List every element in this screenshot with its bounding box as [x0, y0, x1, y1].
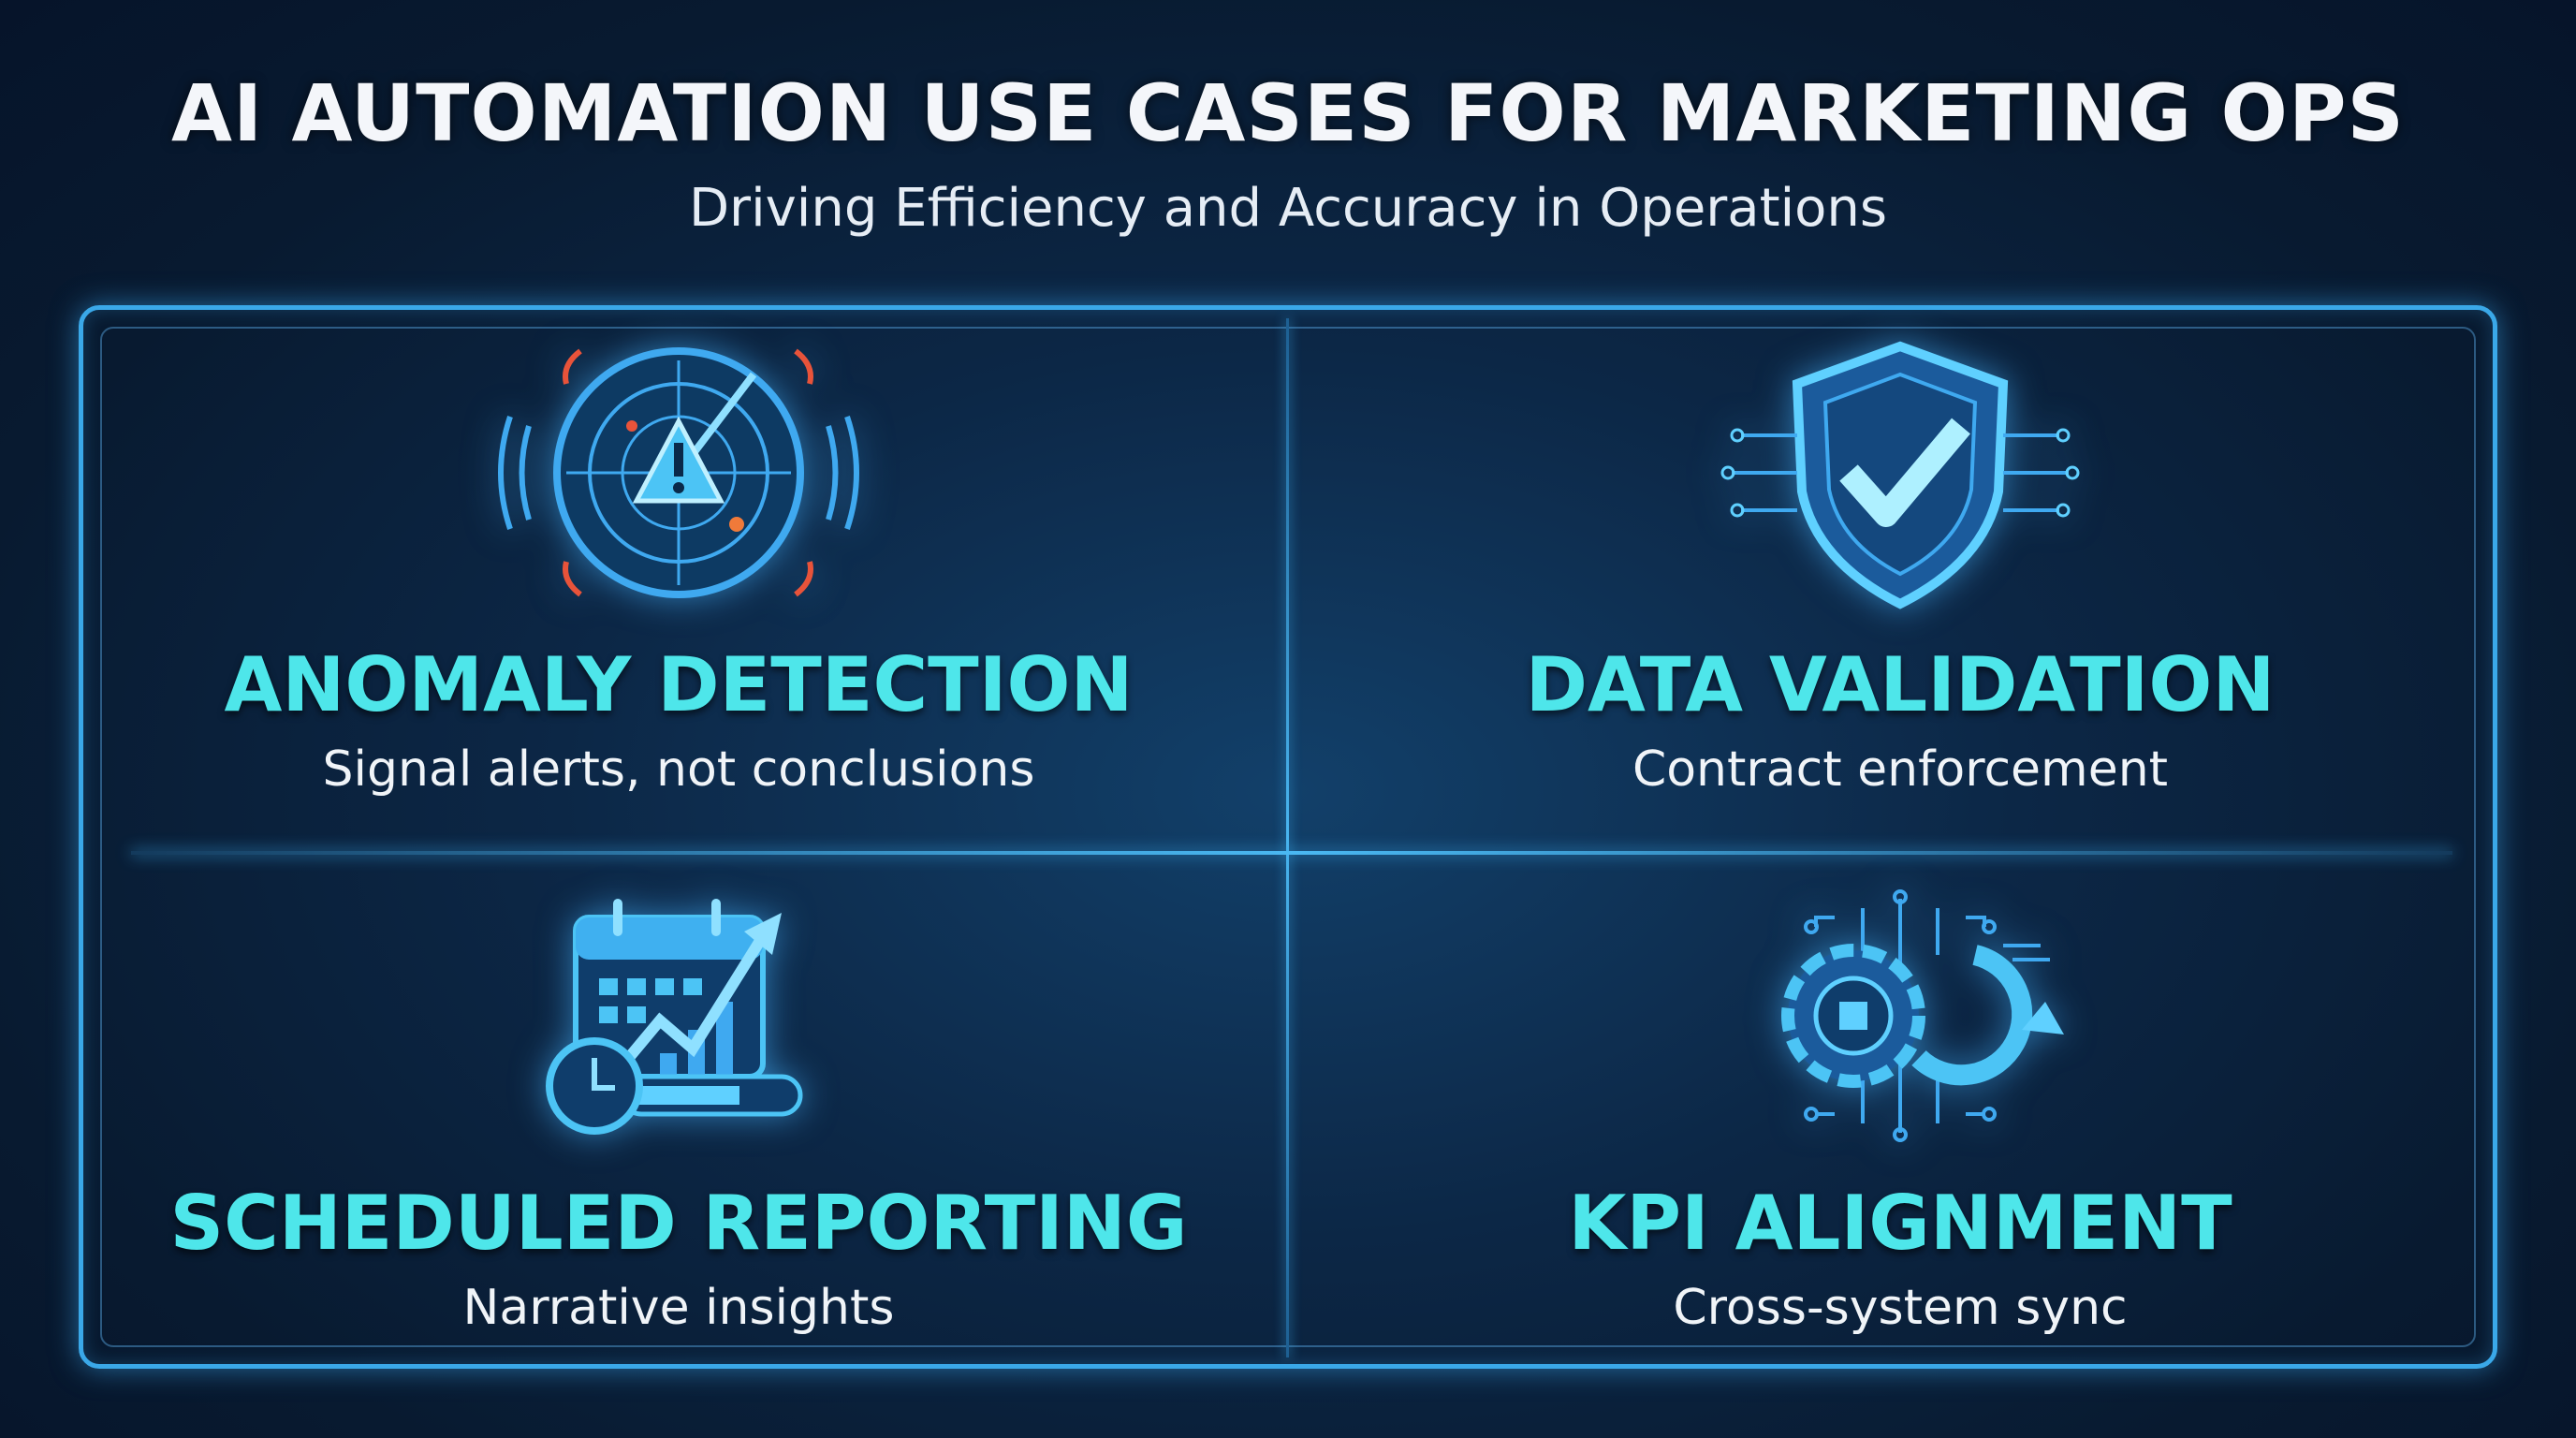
- use-case-title: KPI ALIGNMENT: [1568, 1180, 2232, 1267]
- use-case-subtitle: Cross-system sync: [1673, 1280, 2128, 1336]
- page-title: AI AUTOMATION USE CASES FOR MARKETING OP…: [170, 67, 2406, 159]
- use-case-data-validation: DATA VALIDATION Contract enforcement: [1301, 332, 2499, 798]
- use-case-anomaly-detection: ANOMALY DETECTION Signal alerts, not con…: [80, 332, 1278, 798]
- calendar-chart-icon: [546, 899, 803, 1135]
- use-case-title: DATA VALIDATION: [1525, 641, 2276, 728]
- vertical-divider: [1286, 318, 1289, 1357]
- shield-check-icon: [1720, 341, 2080, 609]
- use-case-title: ANOMALY DETECTION: [224, 641, 1134, 728]
- use-case-subtitle: Signal alerts, not conclusions: [322, 741, 1035, 798]
- use-case-subtitle: Contract enforcement: [1632, 741, 2169, 798]
- use-case-kpi-alignment: KPI ALIGNMENT Cross-system sync: [1301, 889, 2499, 1336]
- use-case-scheduled-reporting: SCHEDULED REPORTING Narrative insights: [80, 889, 1278, 1336]
- gear-sync-icon: [1781, 889, 2064, 1142]
- radar-warning-icon: [498, 347, 859, 598]
- page-subtitle: Driving Efficiency and Accuracy in Opera…: [688, 178, 1888, 239]
- use-case-subtitle: Narrative insights: [462, 1280, 895, 1336]
- use-case-title: SCHEDULED REPORTING: [169, 1180, 1188, 1267]
- horizontal-divider: [131, 851, 2452, 855]
